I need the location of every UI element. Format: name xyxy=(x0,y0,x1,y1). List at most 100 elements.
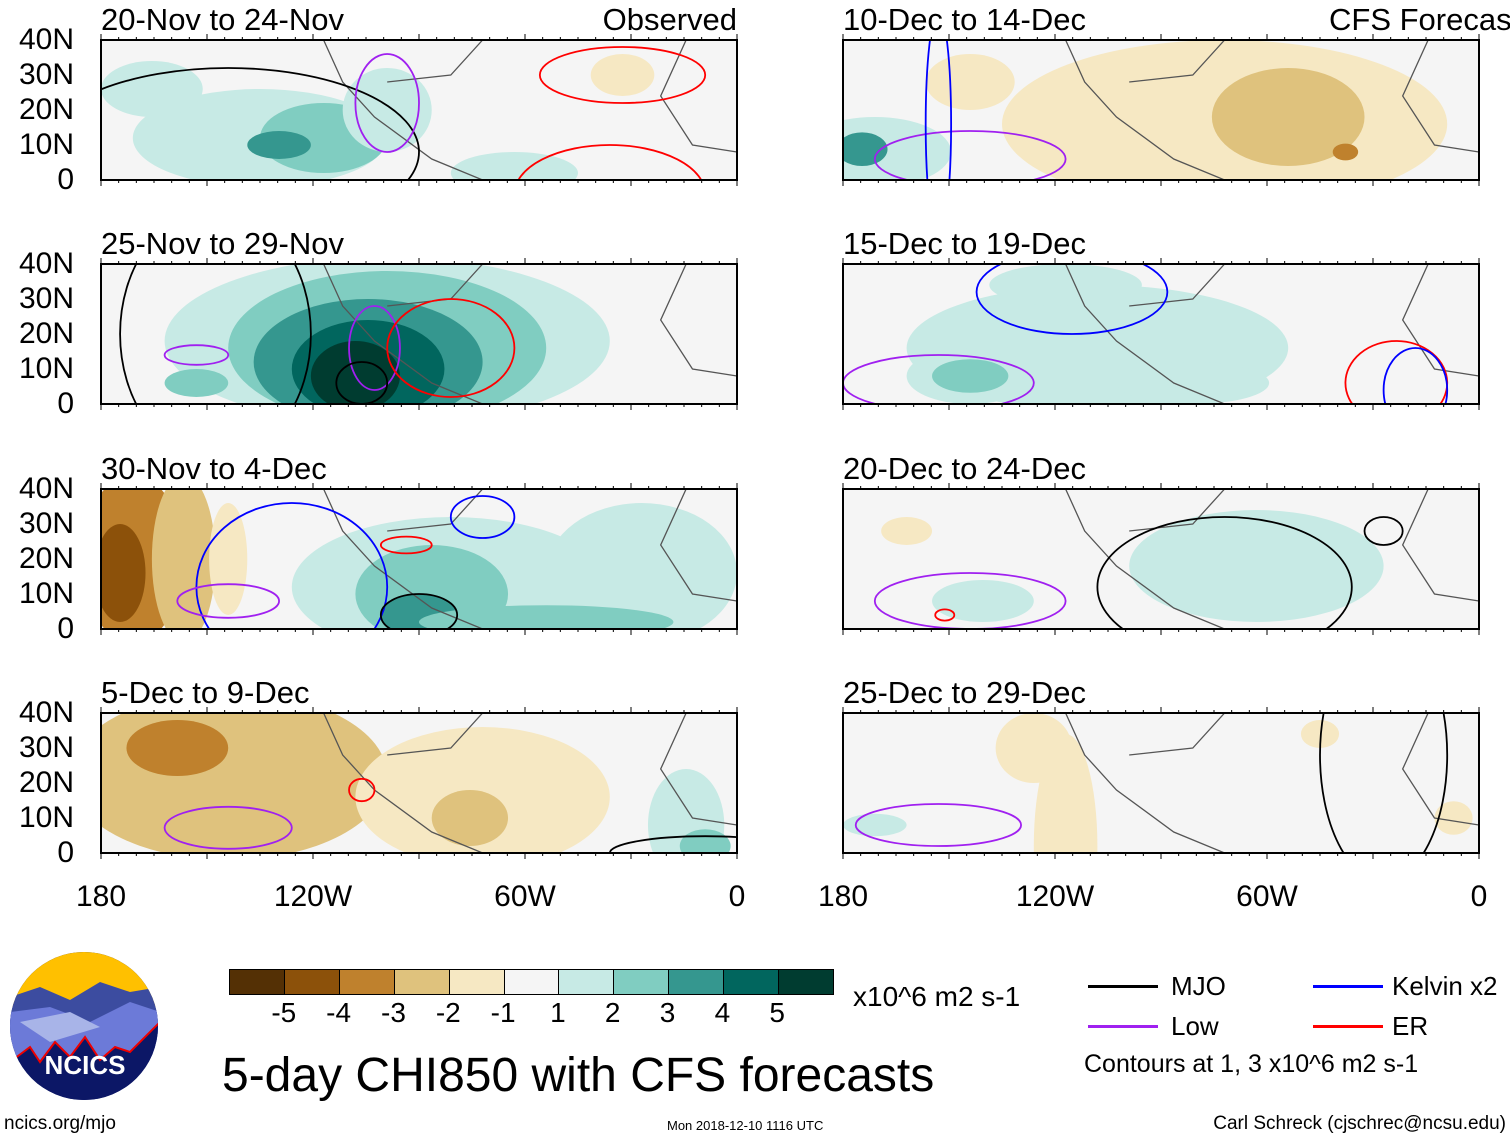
anomaly-region xyxy=(1033,734,1098,853)
legend-line-mjo xyxy=(1088,985,1158,988)
colorbar xyxy=(229,969,834,995)
anomaly-region xyxy=(932,580,1034,622)
map-panel xyxy=(842,258,1480,410)
colorbar-swatch xyxy=(394,970,450,994)
legend-label-low: Low xyxy=(1171,1011,1219,1041)
colorbar-swatch xyxy=(284,970,340,994)
panel-title: 20-Nov to 24-Nov xyxy=(101,2,344,37)
lat-label: 30N xyxy=(18,58,74,91)
contour-line xyxy=(873,572,1067,629)
panel-title: 25-Nov to 29-Nov xyxy=(101,226,344,261)
legend-line-low xyxy=(1088,1025,1158,1028)
map-panel xyxy=(100,258,738,410)
coastline xyxy=(323,489,737,629)
lat-label: 30N xyxy=(18,282,74,315)
lat-label: 10N xyxy=(18,801,74,834)
footer-author: Carl Schreck (cjschrec@ncsu.edu) xyxy=(1213,1113,1506,1134)
lat-label: 0 xyxy=(57,612,74,645)
anomaly-region xyxy=(1116,362,1270,404)
contour-line xyxy=(379,535,433,555)
lat-label: 0 xyxy=(57,163,74,196)
anomaly-region xyxy=(355,727,610,853)
legend-label-er: ER xyxy=(1392,1011,1429,1041)
lat-label: 20N xyxy=(18,317,74,350)
lon-label: 180 xyxy=(75,880,127,913)
contour-line xyxy=(1096,516,1353,629)
lat-label: 40N xyxy=(18,472,74,505)
colorbar-label: -2 xyxy=(435,997,461,1028)
map-panel xyxy=(100,483,738,635)
colorbar-label: -1 xyxy=(490,997,516,1028)
contour-line xyxy=(176,583,280,619)
colorbar-label: 4 xyxy=(714,997,731,1028)
lat-label: 40N xyxy=(18,23,74,56)
anomaly-region xyxy=(126,720,229,776)
anomaly-region xyxy=(101,61,203,117)
anomaly-region xyxy=(925,54,1015,110)
lat-label: 40N xyxy=(18,247,74,280)
contour-line xyxy=(101,67,420,180)
lat-label: 20N xyxy=(18,542,74,575)
observed-header: Observed xyxy=(602,2,737,37)
anomaly-region xyxy=(209,503,248,615)
contour-line xyxy=(1319,713,1449,853)
contour-line xyxy=(348,777,376,803)
figure-title: 5-day CHI850 with CFS forecasts xyxy=(222,1049,935,1102)
panel-title: 25-Dec to 29-Dec xyxy=(843,675,1086,710)
colorbar-label: 2 xyxy=(604,997,621,1028)
anomaly-region xyxy=(546,503,737,629)
anomaly-region xyxy=(101,713,388,853)
contour-line xyxy=(975,264,1169,335)
lon-label: 0 xyxy=(728,880,746,913)
map-panel xyxy=(842,483,1480,635)
lon-label: 60W xyxy=(494,880,556,913)
legend-label-mjo: MJO xyxy=(1171,971,1226,1001)
anomaly-region xyxy=(1434,801,1473,835)
lat-label: 30N xyxy=(18,731,74,764)
contour-line xyxy=(354,53,420,153)
anomaly-region xyxy=(1129,510,1384,622)
colorbar-swatch xyxy=(230,970,285,994)
colorbar-label: -3 xyxy=(381,997,406,1028)
contour-line xyxy=(348,305,401,391)
colorbar-swatch xyxy=(614,970,670,994)
lat-label: 10N xyxy=(18,128,74,161)
anomaly-region xyxy=(247,131,311,159)
lon-label: 120W xyxy=(1015,880,1095,913)
anomaly-region xyxy=(843,132,888,166)
panel-title: 20-Dec to 24-Dec xyxy=(843,451,1086,486)
colorbar-label: 3 xyxy=(659,997,676,1028)
lat-label: 0 xyxy=(57,387,74,420)
anomaly-region xyxy=(679,829,731,853)
anomaly-region xyxy=(419,605,674,629)
anomaly-region xyxy=(310,341,400,404)
panel-title: 5-Dec to 9-Dec xyxy=(101,675,310,710)
anomaly-region xyxy=(647,769,725,853)
forecast-header: CFS Forecast xyxy=(1329,2,1510,37)
colorbar-label: -4 xyxy=(326,997,352,1028)
legend-line-er xyxy=(1313,1025,1383,1028)
lat-label: 20N xyxy=(18,766,74,799)
contour-line xyxy=(1363,516,1404,546)
colorbar-swatch xyxy=(559,970,615,994)
lon-label: 0 xyxy=(1470,880,1488,913)
contour-line xyxy=(517,144,703,180)
anomaly-region xyxy=(590,54,655,96)
lat-label: 10N xyxy=(18,352,74,385)
ncics-logo: NCICS xyxy=(10,952,158,1100)
map-panel xyxy=(842,707,1480,859)
lon-label: 180 xyxy=(817,880,869,913)
anomaly-region xyxy=(932,359,1009,393)
colorbar-swatch xyxy=(504,970,560,994)
anomaly-region xyxy=(450,152,578,180)
contour-line xyxy=(119,264,312,404)
contour-line xyxy=(386,298,516,398)
contour-line xyxy=(538,46,707,104)
anomaly-region xyxy=(1211,68,1365,166)
svg-text:NCICS: NCICS xyxy=(45,1050,126,1080)
anomaly-region xyxy=(101,524,146,622)
colorbar-label: 1 xyxy=(550,997,566,1028)
lat-label: 10N xyxy=(18,577,74,610)
colorbar-units: x10^6 m2 s-1 xyxy=(853,981,1021,1012)
anomaly-region xyxy=(1332,143,1359,161)
